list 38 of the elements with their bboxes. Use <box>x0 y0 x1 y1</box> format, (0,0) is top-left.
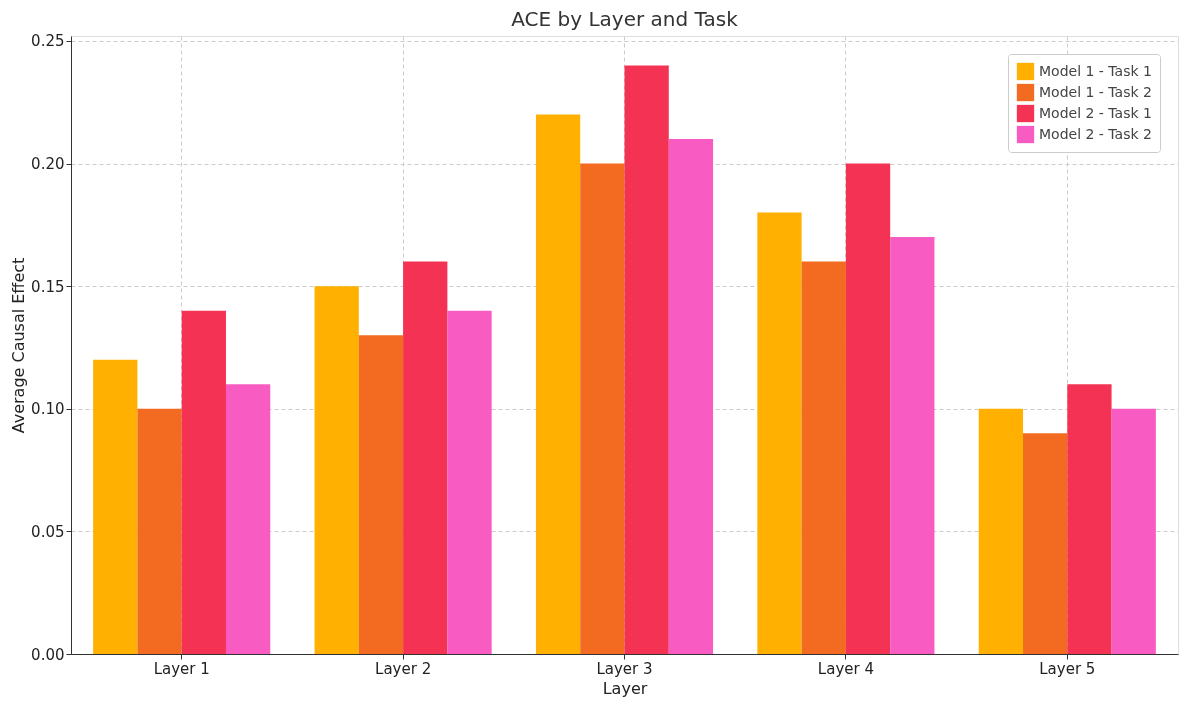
y-tick-label: 0.25 <box>31 32 65 51</box>
y-tick-label: 0.05 <box>31 522 65 541</box>
bar <box>1111 408 1156 654</box>
bar <box>93 359 138 654</box>
x-axis-title: Layer <box>602 678 648 698</box>
bar <box>225 384 271 654</box>
bar <box>978 408 1024 654</box>
bar <box>801 261 846 654</box>
legend-label: Model 2 - Task 1 <box>1039 104 1152 121</box>
bar <box>181 310 226 654</box>
y-tick-label: 0.15 <box>31 277 65 296</box>
bar <box>535 114 581 654</box>
bar <box>358 335 404 654</box>
bar <box>757 212 802 654</box>
x-tick-label: Layer 2 <box>375 659 432 678</box>
bar <box>580 163 625 654</box>
legend-label: Model 1 - Task 1 <box>1039 62 1152 79</box>
bar <box>845 163 891 654</box>
legend-label: Model 1 - Task 2 <box>1039 83 1152 100</box>
y-tick-label: 0.20 <box>31 155 65 174</box>
bar <box>137 408 182 654</box>
chart-title: ACE by Layer and Task <box>511 6 739 31</box>
bar <box>314 286 359 654</box>
x-tick-label: Layer 4 <box>817 659 874 678</box>
x-tick-label: Layer 5 <box>1039 659 1096 678</box>
bar <box>1067 384 1112 654</box>
legend-label: Model 2 - Task 2 <box>1039 125 1152 142</box>
y-axis-title: Average Causal Effect <box>9 257 29 434</box>
x-tick-label: Layer 3 <box>596 659 653 678</box>
bar <box>890 237 935 654</box>
bar <box>668 139 714 654</box>
y-tick-label: 0.10 <box>31 400 65 419</box>
bar <box>1023 433 1068 654</box>
x-tick-label: Layer 1 <box>153 659 210 678</box>
bar <box>447 310 492 654</box>
y-tick-label: 0.00 <box>31 645 65 664</box>
bar <box>624 65 669 654</box>
bar <box>403 261 448 654</box>
